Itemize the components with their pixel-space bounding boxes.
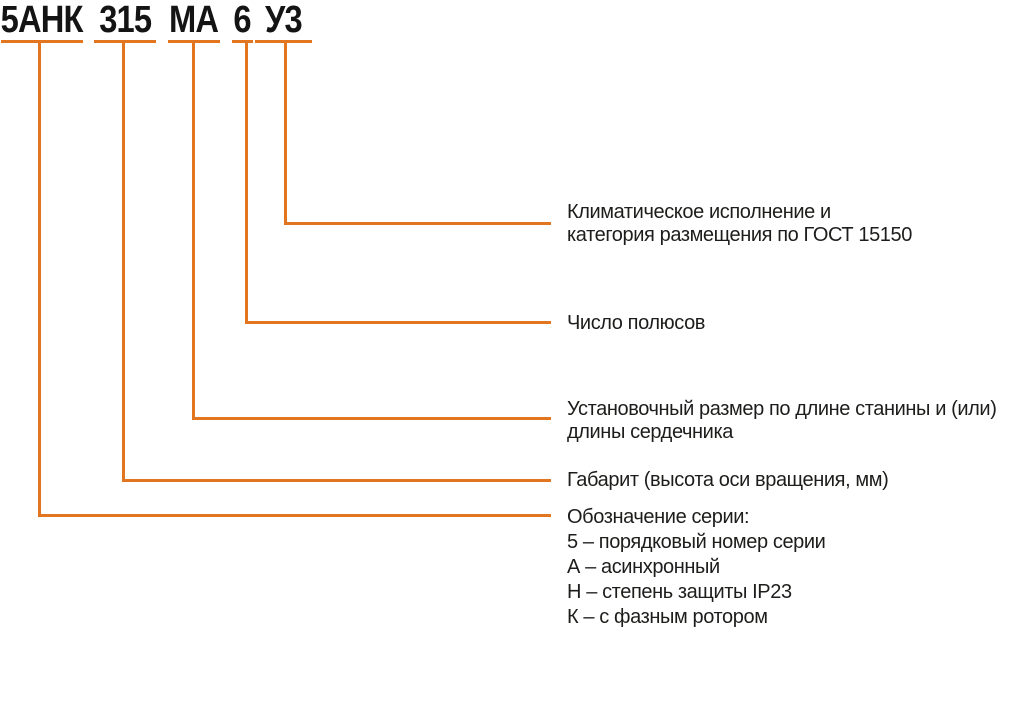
code-segment-poles: 6 xyxy=(232,0,253,43)
code-segment-frame-size: 315 xyxy=(94,0,156,43)
label-poles: Число полюсов xyxy=(567,312,705,335)
label-series-item-n: Н – степень защиты IP23 xyxy=(567,581,792,603)
label-poles-line-1: Число полюсов xyxy=(567,312,706,334)
label-series-item-k: К – с фазным ротором xyxy=(567,606,768,628)
label-core-length-line-2: длины сердечника xyxy=(567,421,733,443)
label-climate: Климатическое исполнение и категория раз… xyxy=(567,201,912,247)
code-segment-core-length-text: МА xyxy=(169,0,219,41)
code-segment-core-length: МА xyxy=(168,0,220,43)
label-climate-line-2: категория размещения по ГОСТ 15150 xyxy=(567,224,912,246)
connector-line-climate xyxy=(284,43,551,225)
label-core-length-line-1: Установочный размер по длине станины и (… xyxy=(567,398,997,420)
code-segment-climate: У3 xyxy=(255,0,312,43)
connector-line-series xyxy=(38,43,551,517)
label-frame-size-line-1: Габарит (высота оси вращения, мм) xyxy=(567,469,889,491)
label-series-item-5: 5 – порядковый номер серии xyxy=(567,531,826,553)
code-segment-frame-size-text: 315 xyxy=(99,0,152,41)
label-series-item-a: А – асинхронный xyxy=(567,556,720,578)
label-core-length: Установочный размер по длине станины и (… xyxy=(567,398,997,444)
code-segment-series: 5АНК xyxy=(1,0,84,43)
connector-line-core-length xyxy=(192,43,551,420)
label-series-heading: Обозначение серии: xyxy=(567,506,750,528)
code-segment-series-text: 5АНК xyxy=(1,0,84,41)
code-segment-climate-text: У3 xyxy=(265,0,303,41)
connector-line-poles xyxy=(245,43,551,324)
label-frame-size: Габарит (высота оси вращения, мм) xyxy=(567,469,889,492)
label-series: Обозначение серии: 5 – порядковый номер … xyxy=(567,505,826,630)
code-segment-poles-text: 6 xyxy=(233,0,252,41)
connector-line-frame-size xyxy=(122,43,551,482)
label-climate-line-1: Климатическое исполнение и xyxy=(567,201,831,223)
